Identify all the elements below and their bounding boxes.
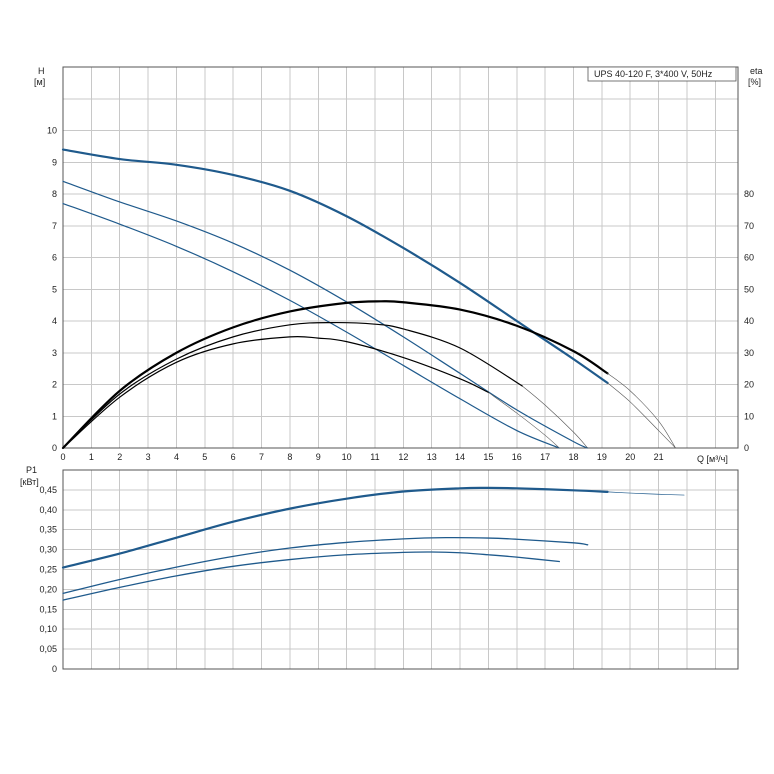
power-curve-3	[607, 491, 685, 496]
p1-axis-label: P1	[26, 465, 37, 475]
top-tick-labels: 0 1 2 3 4 5 6 7 8 9 10 11 12 13 14 15 16 17 18 19 20 21012345…	[47, 126, 754, 463]
efficiency-curve-6	[607, 373, 676, 449]
x-tick-label: 16	[512, 452, 522, 462]
h-tick-label: 2	[52, 380, 57, 390]
x-tick-label: 17	[540, 452, 550, 462]
head-curve-9	[607, 382, 676, 449]
x-tick-label: 13	[427, 452, 437, 462]
efficiency-curve-3	[61, 300, 609, 450]
eta-tick-label: 40	[744, 316, 754, 326]
x-tick-label: 2	[117, 452, 122, 462]
x-tick-label: 5	[202, 452, 207, 462]
p1-tick-label: 0,20	[39, 584, 57, 594]
eta-axis-label: eta	[750, 66, 763, 76]
p1-tick-label: 0,45	[39, 485, 57, 495]
x-tick-label: 10	[342, 452, 352, 462]
x-tick-label: 3	[146, 452, 151, 462]
eta-tick-label: 10	[744, 411, 754, 421]
title-box	[587, 66, 737, 82]
bottom-series-layer	[61, 486, 685, 601]
h-tick-label: 5	[52, 284, 57, 294]
x-tick-label: 0	[60, 452, 65, 462]
head-curve-1	[62, 180, 589, 449]
p1-tick-label: 0,15	[39, 604, 57, 614]
x-tick-label: 20	[625, 452, 635, 462]
eta-tick-label: 20	[744, 380, 754, 390]
chart-title: UPS 40-120 F, 3*400 V, 50Hz	[594, 69, 713, 79]
p1-tick-label: 0,10	[39, 624, 57, 634]
head-curve-2	[62, 202, 560, 449]
x-tick-label: 14	[455, 452, 465, 462]
bottom-tick-labels: 0 0,05 0,10 0,15 0,20 0,25 0,30 0,35 0,40 0,45	[39, 485, 57, 674]
x-tick-label: 1	[89, 452, 94, 462]
h-tick-label: 9	[52, 157, 57, 167]
power-curve-2	[62, 551, 560, 601]
top-series-layer	[61, 148, 676, 450]
p1-tick-label: 0	[52, 664, 57, 674]
p1-tick-label: 0,25	[39, 565, 57, 575]
p1-axis-unit: [кВт]	[20, 477, 39, 487]
x-tick-label: 4	[174, 452, 179, 462]
x-tick-label: 11	[370, 452, 379, 462]
h-tick-label: 4	[52, 316, 57, 326]
h-axis-unit: [м]	[34, 77, 45, 87]
x-tick-label: 19	[597, 452, 607, 462]
h-tick-label: 1	[52, 411, 57, 421]
eta-tick-label: 70	[744, 221, 754, 231]
x-tick-label: 9	[316, 452, 321, 462]
p1-tick-label: 0,35	[39, 525, 57, 535]
efficiency-curve-5	[62, 335, 490, 449]
p1-tick-label: 0,30	[39, 545, 57, 555]
efficiency-curve-8	[488, 392, 560, 449]
p1-tick-label: 0,40	[39, 505, 57, 515]
h-tick-label: 7	[52, 221, 57, 231]
h-tick-label: 0	[52, 443, 57, 453]
eta-tick-label: 60	[744, 253, 754, 263]
h-tick-label: 6	[52, 253, 57, 263]
h-tick-label: 10	[47, 126, 57, 136]
eta-tick-label: 50	[744, 284, 754, 294]
p1-tick-label: 0,05	[39, 644, 57, 654]
efficiency-curve-7	[522, 385, 588, 449]
h-tick-label: 3	[52, 348, 57, 358]
eta-tick-label: 0	[744, 443, 749, 453]
x-tick-label: 21	[654, 452, 664, 462]
x-tick-label: 8	[287, 452, 292, 462]
x-tick-label: 12	[398, 452, 408, 462]
eta-tick-label: 30	[744, 348, 754, 358]
bottom-plot-frame	[62, 469, 739, 670]
x-tick-label: 18	[568, 452, 578, 462]
x-tick-label: 6	[231, 452, 236, 462]
head-curve-0	[61, 148, 609, 385]
x-tick-label: 7	[259, 452, 264, 462]
eta-tick-label: 80	[744, 189, 754, 199]
bottom-grid	[62, 469, 739, 670]
q-axis-label: Q [м³/ч]	[697, 454, 728, 464]
eta-axis-unit: [%]	[748, 77, 761, 87]
top-grid	[62, 66, 739, 449]
h-axis-label: H	[38, 66, 45, 76]
top-plot-frame	[62, 66, 739, 449]
power-curve-0	[61, 486, 609, 569]
x-tick-label: 15	[483, 452, 493, 462]
efficiency-curve-4	[62, 321, 524, 449]
power-curve-1	[62, 536, 589, 595]
h-tick-label: 8	[52, 189, 57, 199]
